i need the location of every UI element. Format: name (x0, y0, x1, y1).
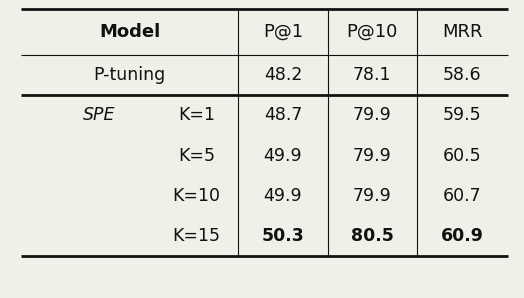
Text: 48.7: 48.7 (264, 106, 302, 125)
Text: SPE: SPE (83, 106, 116, 125)
Text: Model: Model (99, 23, 160, 41)
Text: P-tuning: P-tuning (94, 66, 166, 84)
Text: 79.9: 79.9 (353, 187, 391, 205)
Text: 48.2: 48.2 (264, 66, 302, 84)
Text: K=10: K=10 (172, 187, 221, 205)
Text: P@10: P@10 (346, 23, 398, 41)
Text: 60.7: 60.7 (443, 187, 482, 205)
Text: K=15: K=15 (172, 227, 221, 245)
Text: 49.9: 49.9 (264, 147, 302, 165)
Text: 60.9: 60.9 (441, 227, 484, 245)
Text: 80.5: 80.5 (351, 227, 394, 245)
Text: 50.3: 50.3 (261, 227, 304, 245)
Text: 58.6: 58.6 (443, 66, 482, 84)
Text: MRR: MRR (442, 23, 483, 41)
Text: 59.5: 59.5 (443, 106, 482, 125)
Text: 60.5: 60.5 (443, 147, 482, 165)
Text: P@1: P@1 (263, 23, 303, 41)
Text: 78.1: 78.1 (353, 66, 391, 84)
Text: 79.9: 79.9 (353, 106, 391, 125)
Text: K=5: K=5 (178, 147, 215, 165)
Text: 79.9: 79.9 (353, 147, 391, 165)
Text: 49.9: 49.9 (264, 187, 302, 205)
Text: K=1: K=1 (178, 106, 215, 125)
